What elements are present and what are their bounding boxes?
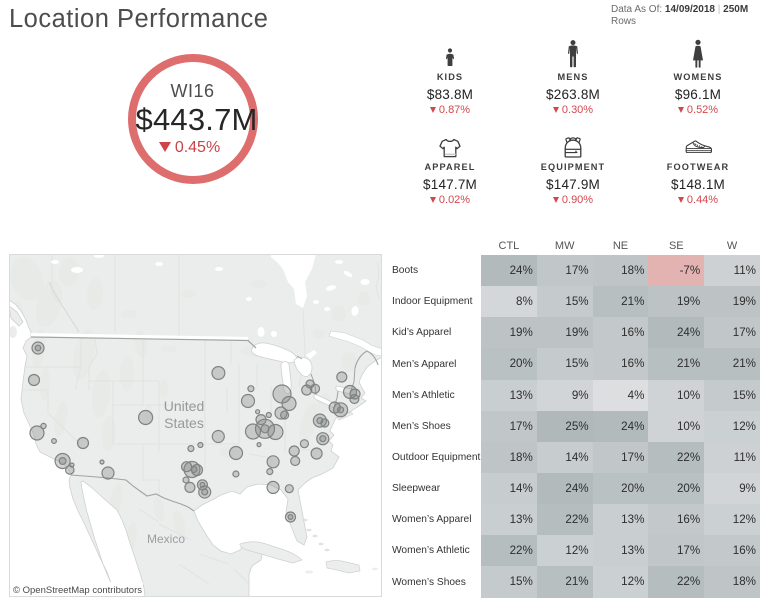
- svg-text:States: States: [164, 415, 204, 431]
- svg-text:United: United: [164, 398, 204, 414]
- svg-text:Mexico: Mexico: [147, 532, 185, 546]
- svg-text:© OpenStreetMap contributors: © OpenStreetMap contributors: [13, 585, 142, 596]
